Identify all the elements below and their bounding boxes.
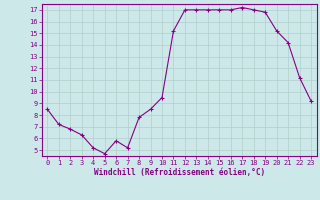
X-axis label: Windchill (Refroidissement éolien,°C): Windchill (Refroidissement éolien,°C) [94,168,265,177]
